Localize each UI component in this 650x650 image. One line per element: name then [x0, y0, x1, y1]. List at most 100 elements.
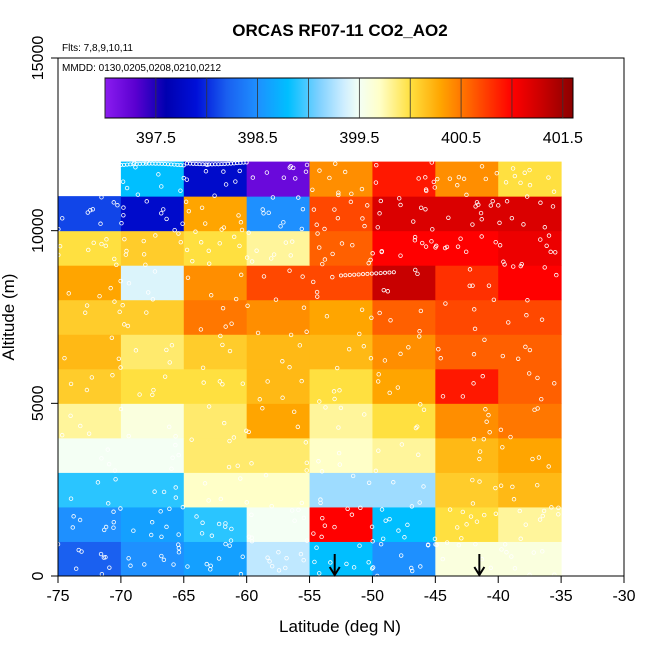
observation-point: [112, 256, 117, 262]
observation-point: [128, 563, 133, 568]
observation-point: [300, 274, 305, 279]
y-tick-label: 5000: [30, 385, 47, 421]
observation-point: [238, 476, 243, 481]
observation-point: [531, 550, 536, 555]
observation-point: [377, 211, 382, 216]
x-tick-label: -55: [298, 588, 321, 605]
heatmap-cell: [498, 368, 562, 404]
observation-point: [398, 553, 404, 558]
heatmap-cell: [309, 230, 373, 266]
heatmap-cell: [246, 472, 311, 508]
observation-point: [296, 507, 301, 513]
observation-point: [332, 524, 337, 530]
heatmap-cell: [183, 541, 248, 577]
observation-point: [311, 207, 317, 212]
observation-point: [311, 279, 316, 285]
observation-point: [220, 342, 225, 348]
observation-point: [276, 568, 282, 573]
observation-point: [369, 271, 374, 276]
observation-point: [227, 438, 232, 444]
observation-point: [477, 449, 483, 454]
observation-point: [515, 356, 521, 361]
observation-point: [506, 320, 511, 325]
observation-point: [107, 565, 112, 570]
observation-point: [249, 461, 254, 466]
observation-point: [522, 170, 527, 175]
observation-point: [267, 559, 272, 564]
observation-point: [322, 257, 328, 262]
observation-point: [527, 182, 533, 188]
observation-point: [240, 554, 245, 559]
heatmap-cell: [120, 299, 185, 335]
observation-point: [519, 261, 524, 267]
observation-point: [112, 468, 118, 473]
observation-point: [474, 200, 480, 205]
observation-point: [418, 308, 424, 314]
observation-point: [504, 199, 510, 204]
observation-point: [82, 310, 88, 315]
observation-point: [120, 179, 126, 184]
observation-points: [55, 159, 561, 579]
observation-point: [412, 234, 418, 240]
observation-point: [216, 521, 222, 527]
heatmap-cell: [435, 368, 499, 404]
observation-point: [479, 234, 484, 239]
observation-point: [185, 275, 191, 280]
observation-point: [98, 551, 104, 557]
observation-point: [176, 231, 181, 236]
observation-point: [379, 249, 385, 254]
observation-point: [260, 406, 265, 411]
observation-point: [84, 303, 90, 308]
observation-point: [235, 463, 240, 469]
observation-point: [440, 394, 446, 399]
observation-point: [435, 176, 440, 182]
observation-point: [536, 455, 542, 460]
observation-point: [116, 356, 122, 361]
observation-point: [304, 538, 310, 543]
observation-point: [181, 163, 186, 168]
heatmap-cell: [58, 368, 122, 404]
observation-point: [498, 427, 504, 433]
x-tick-label: -45: [424, 588, 447, 605]
observation-point: [217, 379, 223, 384]
observation-point: [227, 543, 232, 548]
observation-point: [324, 313, 330, 319]
observation-point: [142, 562, 147, 567]
observation-point: [161, 489, 167, 495]
observation-point: [126, 556, 131, 561]
observation-point: [109, 335, 115, 340]
observation-point: [483, 176, 489, 182]
observation-point: [486, 412, 491, 418]
observation-point: [444, 540, 450, 545]
y-axis-title: Altitude (m): [0, 274, 18, 361]
observation-point: [509, 215, 515, 221]
observation-point: [413, 267, 418, 273]
observation-point: [111, 519, 116, 525]
observation-point: [180, 221, 185, 226]
observation-point: [111, 525, 116, 530]
observation-point: [209, 533, 215, 538]
observation-point: [219, 227, 224, 232]
observation-point: [350, 473, 356, 479]
heatmap-cell: [309, 541, 373, 577]
observation-point: [546, 233, 552, 238]
heatmap-cell: [246, 161, 311, 197]
observation-point: [118, 278, 123, 284]
observation-point: [106, 461, 112, 467]
observation-point: [208, 293, 214, 298]
heatmap-cell: [120, 472, 185, 508]
observation-point: [548, 249, 553, 255]
y-tick-label: 0: [30, 571, 47, 580]
observation-point: [276, 550, 281, 555]
observation-point: [250, 175, 256, 180]
heatmap-cell: [435, 265, 499, 301]
observation-point: [269, 503, 274, 509]
observation-point: [493, 511, 499, 517]
observation-point: [298, 551, 304, 557]
x-tick-label: -30: [612, 588, 635, 605]
observation-point: [415, 424, 420, 429]
observation-point: [203, 169, 209, 174]
observation-point: [418, 205, 424, 211]
observation-point: [425, 542, 431, 547]
observation-point: [121, 213, 126, 218]
